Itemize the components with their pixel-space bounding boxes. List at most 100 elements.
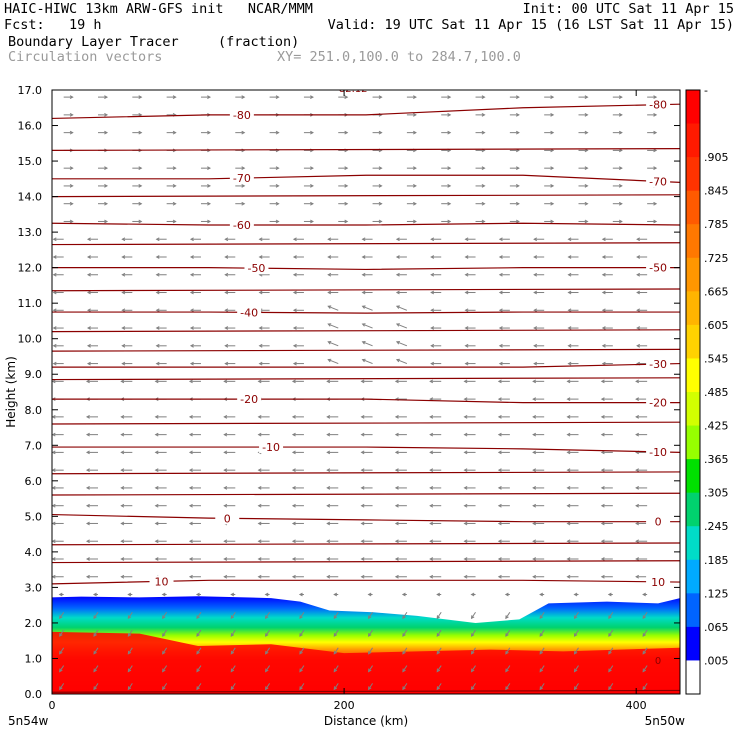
vector-arrow <box>127 665 133 672</box>
vector-arrowhead <box>601 308 606 313</box>
vector-arrowhead <box>573 650 578 655</box>
vector-arrowhead <box>223 414 228 419</box>
vector-arrowhead <box>378 166 383 171</box>
vector-arrowhead <box>327 323 332 327</box>
vector-arrowhead <box>470 592 475 597</box>
vector-arrowhead <box>573 633 578 637</box>
vector-arrowhead <box>69 219 74 224</box>
vector-arrowhead <box>327 272 332 277</box>
vector-arrowhead <box>172 166 177 171</box>
vector-arrowhead <box>86 361 91 366</box>
vector-arrow <box>402 647 408 655</box>
vector-arrowhead <box>327 255 332 259</box>
vector-arrowhead <box>636 326 641 330</box>
y-tick-label: 15.0 <box>18 155 43 168</box>
vector-arrowhead <box>230 668 235 673</box>
vector-arrowhead <box>497 503 502 508</box>
colorbar-swatch <box>686 190 700 225</box>
vector-arrowhead <box>636 237 641 242</box>
vector-arrowhead <box>230 686 235 691</box>
vector-arrowhead <box>429 486 434 490</box>
vector-arrow <box>265 665 271 672</box>
vector-arrowhead <box>636 308 641 313</box>
vector-arrowhead <box>463 521 468 526</box>
vector-arrowhead <box>481 219 486 224</box>
vector-arrowhead <box>635 539 640 544</box>
valid-time: Valid: 19 UTC Sat 11 Apr 15 (16 LST Sat … <box>327 17 734 33</box>
y-tick-label: 14.0 <box>18 191 43 204</box>
y-tick-label: 10.0 <box>18 333 43 346</box>
vector-arrow <box>299 612 305 619</box>
circulation-vectors <box>52 95 658 691</box>
vector-arrow <box>608 612 614 619</box>
vector-arrowhead <box>497 521 502 526</box>
vector-arrowhead <box>395 290 400 295</box>
vector-arrowhead <box>584 201 589 206</box>
vector-arrowhead <box>265 650 269 655</box>
vector-arrowhead <box>430 361 435 366</box>
vector-arrowhead <box>532 574 537 579</box>
vector-arrowhead <box>498 290 503 295</box>
vector-arrowhead <box>154 432 159 437</box>
vector-arrowhead <box>223 539 228 544</box>
vector-arrowhead <box>497 486 502 490</box>
vector-arrowhead <box>360 574 365 579</box>
vector-arrowhead <box>189 290 194 295</box>
vector-arrowhead <box>429 557 434 561</box>
vector-arrowhead <box>85 557 90 561</box>
colorbar-swatch <box>686 492 700 527</box>
contour-label-bg <box>237 306 262 319</box>
vector-arrowhead <box>463 397 468 401</box>
vector-arrowhead <box>196 633 200 637</box>
contour-line <box>52 222 680 226</box>
vector-arrowhead <box>394 574 399 579</box>
vector-arrowhead <box>327 290 332 295</box>
vector-arrowhead <box>310 201 314 206</box>
contour-label: -20 <box>240 393 258 406</box>
vector-arrowhead <box>92 592 97 597</box>
vector-arrowhead <box>257 486 262 490</box>
vector-arrowhead <box>172 184 177 188</box>
vector-arrowhead <box>224 272 229 277</box>
vector-arrowhead <box>258 237 263 242</box>
vector-arrowhead <box>481 112 486 117</box>
vector-arrowhead <box>429 414 434 419</box>
vector-arrowhead <box>429 379 434 384</box>
vector-arrowhead <box>326 432 331 437</box>
vector-arrowhead <box>86 290 91 295</box>
vector-arrowhead <box>52 503 56 508</box>
vector-arrowhead <box>196 615 200 620</box>
vector-arrowhead <box>447 184 452 188</box>
vector-arrowhead <box>189 272 194 277</box>
vector-arrowhead <box>162 686 166 691</box>
vector-arrow <box>362 359 373 365</box>
vector-arrowhead <box>395 358 400 363</box>
vector-arrowhead <box>58 592 63 597</box>
colorbar-label: .065 <box>704 621 729 634</box>
vector-arrowhead <box>515 219 520 224</box>
y-tick-label: 8.0 <box>25 404 43 417</box>
vector-arrowhead <box>188 486 193 490</box>
vector-arrowhead <box>162 668 166 673</box>
vector-arrowhead <box>189 326 194 330</box>
vector-arrowhead <box>52 521 56 526</box>
vector-arrowhead <box>532 503 537 508</box>
vector-arrow <box>608 647 614 655</box>
colorbar-label: .485 <box>704 386 729 399</box>
y-tick-label: 4.0 <box>25 546 43 559</box>
vector-arrowhead <box>532 414 537 419</box>
vector-arrowhead <box>127 668 132 673</box>
colorbar-swatch <box>686 559 700 594</box>
vector-arrowhead <box>463 557 468 561</box>
vector-arrowhead <box>394 557 399 561</box>
vector-arrowhead <box>120 450 125 455</box>
vector-arrowhead <box>224 343 229 348</box>
vector-arrow <box>436 629 442 637</box>
vector-arrowhead <box>515 201 520 206</box>
vector-arrow <box>574 629 579 637</box>
y-tick-label: 2.0 <box>25 617 43 630</box>
vector-arrowhead <box>470 633 475 637</box>
vector-arrowhead <box>155 343 160 348</box>
vector-arrowhead <box>413 184 417 188</box>
contour-label: -80 <box>233 109 251 122</box>
